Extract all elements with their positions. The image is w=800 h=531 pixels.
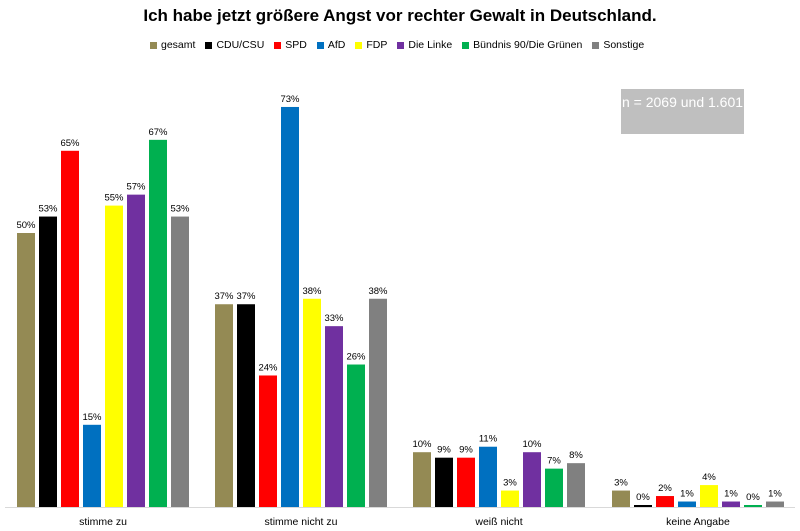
legend-swatch: [274, 41, 282, 49]
data-label: 1%: [724, 489, 738, 500]
legend-swatch: [205, 41, 213, 49]
data-label: 8%: [569, 450, 583, 461]
bar: [39, 216, 57, 507]
data-label: 9%: [437, 445, 451, 456]
data-label: 26%: [346, 352, 366, 363]
data-label: 50%: [16, 220, 36, 231]
legend-item: Die Linke: [397, 39, 452, 51]
bar: [83, 424, 101, 507]
data-label: 65%: [60, 138, 80, 149]
bar: [656, 496, 674, 507]
legend-label: FDP: [366, 39, 388, 51]
bar: [17, 233, 35, 507]
data-label: 53%: [38, 204, 58, 215]
legend-swatch: [150, 41, 157, 49]
sample-size-note: n = 2069 und 1.601: [621, 89, 744, 134]
data-label: 9%: [459, 445, 473, 456]
category-label: weiß nicht: [474, 516, 522, 528]
bar: [127, 194, 145, 507]
bar: [523, 452, 541, 507]
bar: [149, 139, 167, 507]
legend-item: SPD: [274, 39, 307, 51]
legend-label: AfD: [327, 39, 346, 51]
data-label: 33%: [324, 313, 344, 324]
bar: [700, 485, 718, 507]
legend-label: Bündnis 90/Die Grünen: [473, 39, 583, 51]
legend-swatch: [462, 41, 470, 49]
data-label: 2%: [658, 483, 672, 494]
bar: [501, 490, 519, 507]
bar: [612, 490, 630, 507]
bar: [303, 298, 321, 507]
bar: [722, 501, 740, 507]
bar: [567, 463, 585, 507]
bar: [744, 505, 762, 507]
data-label: 73%: [280, 94, 300, 105]
data-label: 3%: [614, 478, 628, 489]
data-label: 10%: [412, 439, 432, 450]
legend-label: CDU/CSU: [216, 39, 265, 51]
bar: [545, 468, 563, 507]
data-label: 53%: [170, 204, 190, 215]
legend-swatch: [316, 41, 324, 49]
legend-swatch: [592, 41, 600, 49]
data-label: 67%: [148, 127, 168, 138]
data-label: 57%: [126, 182, 146, 193]
bar: [369, 298, 387, 507]
legend-item: CDU/CSU: [205, 39, 264, 51]
data-label: 11%: [479, 434, 498, 445]
legend-item: gesamt: [150, 39, 195, 51]
bar: [61, 150, 79, 508]
bar: [413, 452, 431, 507]
data-label: 1%: [680, 489, 694, 500]
bar: [479, 446, 497, 507]
bar: [347, 364, 365, 507]
data-label: 55%: [104, 193, 124, 204]
chart-legend: gesamt CDU/CSU SPD AfD FDP Die Linke Bündnis 9…: [150, 38, 654, 52]
bar: [281, 106, 299, 508]
data-label: 7%: [547, 456, 561, 467]
bar: [259, 375, 277, 507]
bar: [678, 501, 696, 507]
legend-label: gesamt: [161, 39, 196, 51]
legend-swatch: [355, 41, 363, 49]
category-label: stimme nicht zu: [265, 516, 338, 528]
data-label: 4%: [702, 472, 716, 483]
legend-label: Sonstige: [603, 39, 645, 51]
bar: [435, 457, 453, 507]
bar: [105, 205, 123, 507]
legend-label: SPD: [285, 39, 307, 51]
legend-label: Die Linke: [408, 39, 453, 51]
data-label: 10%: [522, 439, 542, 450]
bar: [215, 304, 233, 507]
bar: [457, 457, 475, 507]
bar: [237, 304, 255, 507]
bar: [171, 216, 189, 507]
data-label: 0%: [636, 492, 650, 503]
data-label: 37%: [236, 291, 256, 302]
data-label: 1%: [768, 489, 782, 500]
legend-item: FDP: [355, 39, 387, 51]
data-label: 15%: [82, 412, 102, 423]
data-label: 3%: [503, 478, 517, 489]
data-label: 37%: [214, 291, 234, 302]
data-label: 0%: [746, 492, 760, 503]
bar: [634, 505, 652, 507]
data-label: 38%: [368, 286, 388, 297]
bar: [325, 326, 343, 507]
legend-item: AfD: [316, 39, 346, 51]
data-label: 24%: [258, 362, 278, 373]
legend-swatch: [397, 41, 405, 49]
chart-title: Ich habe jetzt größere Angst vor rechter…: [143, 6, 657, 25]
legend-item: Sonstige: [592, 39, 644, 51]
legend-item: Bündnis 90/Die Grünen: [462, 39, 582, 51]
data-label: 38%: [302, 286, 322, 297]
category-label: keine Angabe: [666, 516, 730, 528]
category-label: stimme zu: [79, 516, 127, 528]
bar: [766, 501, 784, 507]
